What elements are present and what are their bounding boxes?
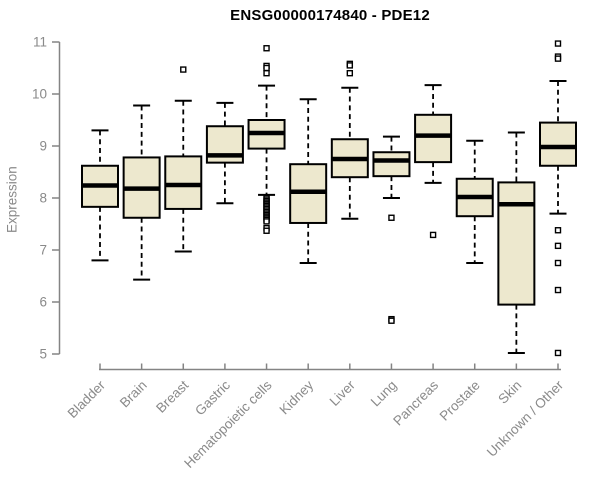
outlier-point [346,62,354,69]
category-label: Gastric [192,377,233,418]
category-label: Unknown / Other [484,377,567,460]
outlier-point [554,286,562,294]
iqr-box [164,155,203,210]
outlier-point [388,214,395,221]
outlier-point [263,227,270,234]
box-gastric [205,101,244,205]
outlier-point [554,242,562,250]
category-label: Bladder [65,377,109,421]
y-tick-label: 7 [39,243,47,258]
iqr-box [372,151,411,178]
outlier-point [263,45,270,52]
y-tick-label: 6 [39,295,47,310]
box-prostate [455,139,494,264]
outlier-point [554,55,562,62]
category-label: Brain [117,378,150,411]
box-unknown-other [539,40,577,357]
box-hematopoietic-cells [247,45,286,234]
outlier-point [554,259,562,267]
box-skin [497,131,536,354]
outlier-point [180,66,187,73]
box-breast [164,66,203,253]
chart-title: ENSG00000174840 - PDE12 [230,7,430,24]
category-label: Skin [495,378,524,407]
outlier-point [346,69,354,77]
iqr-box [497,181,536,306]
y-tick-label: 11 [33,35,47,50]
category-label: Liver [327,377,359,409]
category-label: Breast [153,377,191,415]
outlier-point [263,218,270,225]
box-bladder [81,129,119,262]
iqr-box [414,113,453,164]
category-label: Lung [368,378,400,410]
iqr-box [539,121,577,167]
box-pancreas [414,84,453,239]
outlier-point [554,227,562,234]
y-axis: 5 6 7 8 9 10 11 [32,35,61,362]
y-tick-label: 5 [39,347,47,362]
y-tick-label: 10 [32,87,47,102]
box-brain [122,104,161,281]
category-label: Prostate [437,378,483,424]
y-tick-label: 9 [39,139,47,154]
box-kidney [289,98,328,264]
box-lung [372,135,411,324]
outlier-point [263,64,270,72]
y-tick-label: 8 [39,191,47,206]
category-label: Kidney [277,377,317,417]
outlier-point [554,40,562,47]
box-liver [330,60,369,220]
outlier-point [263,69,270,77]
outlier-point [388,317,395,324]
outlier-point [429,231,437,239]
category-label: Pancreas [390,377,441,428]
outlier-point [554,349,562,357]
